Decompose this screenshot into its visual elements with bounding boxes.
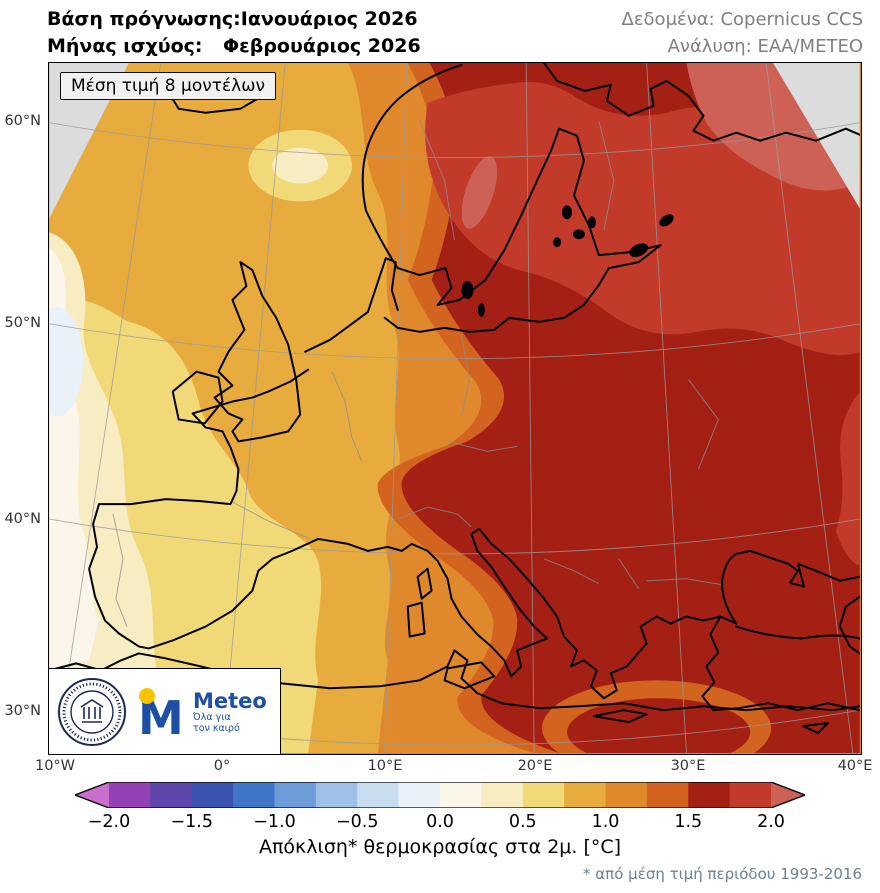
coastlines bbox=[49, 63, 860, 735]
colorbar-segment bbox=[440, 782, 482, 808]
forecast-base-line: Βάση πρόγνωσης:Ιανουάριος 2026 bbox=[47, 6, 421, 33]
colorbar-over-arrow bbox=[771, 782, 805, 808]
logo-box: M Meteo Όλα για τον καιρό bbox=[49, 668, 281, 754]
anomaly-region bbox=[272, 147, 329, 184]
black-sea-north-coast bbox=[721, 549, 860, 625]
turkey-coast bbox=[701, 615, 860, 712]
lon-tick-label: 10°W bbox=[34, 758, 76, 774]
meteo-logo-text: Meteo Όλα για τον καιρό bbox=[193, 690, 267, 734]
lakes bbox=[461, 205, 674, 317]
colorbar-caption: Απόκλιση* θερμοκρασίας στα 2μ. [°C] bbox=[258, 836, 622, 858]
forecast-base-value: Ιανουάριος 2026 bbox=[240, 8, 418, 30]
colorbar-tick-label: 1.0 bbox=[591, 812, 620, 832]
colorbar-bar: −2.0 −1.5 −1.0 −0.5 0.0 0.5 1.0 1.5 2.0 bbox=[75, 782, 805, 842]
colorbar-segment bbox=[315, 782, 358, 808]
colorbar-segment bbox=[564, 782, 607, 808]
header-right: Δεδομένα: Copernicus CCS Ανάλυση: ΕΑΑ/ΜΕ… bbox=[622, 6, 864, 60]
arctic-coast bbox=[543, 63, 860, 142]
north-sea-coast bbox=[304, 310, 369, 353]
anomaly-region bbox=[49, 306, 84, 417]
colorbar-segment bbox=[605, 782, 648, 808]
jutland-coast bbox=[366, 257, 399, 313]
colorbar-tick-label: −2.0 bbox=[87, 812, 131, 832]
analysis-label: Ανάλυση: ΕΑΑ/ΜΕΤΕΟ bbox=[667, 36, 863, 57]
colorbar-tick-label: 0.0 bbox=[426, 812, 454, 832]
meteo-tagline-1: Όλα για bbox=[193, 711, 231, 723]
header-left: Βάση πρόγνωσης:Ιανουάριος 2026 Μήνας ισχ… bbox=[47, 6, 421, 60]
colorbar: −2.0 −1.5 −1.0 −0.5 0.0 0.5 1.0 1.5 2.0 bbox=[0, 782, 880, 842]
caspian-coast bbox=[838, 595, 860, 655]
colorbar-segment bbox=[357, 782, 400, 808]
lon-tick-label: 30°E bbox=[670, 758, 706, 774]
lon-tick-label: 10°E bbox=[367, 758, 403, 774]
ensemble-annotation: Μέση τιμή 8 μοντέλων bbox=[60, 72, 276, 100]
colorbar-segment bbox=[688, 782, 731, 808]
colorbar-segment bbox=[274, 782, 317, 808]
colorbar-tick-label: 2.0 bbox=[757, 812, 785, 832]
lon-tick-label: 0° bbox=[213, 758, 231, 774]
colorbar-segment bbox=[522, 782, 565, 808]
colorbar-segment bbox=[233, 782, 276, 808]
colorbar-segment bbox=[646, 782, 689, 808]
colorbar-segment bbox=[191, 782, 234, 808]
norway-west-coast bbox=[361, 63, 463, 270]
valid-month-value: Φεβρουάριος 2026 bbox=[223, 35, 421, 57]
forecast-base-label: Βάση πρόγνωσης: bbox=[47, 8, 241, 30]
seal-building-glyph bbox=[80, 698, 104, 723]
lat-tick-label: 30°N bbox=[4, 703, 41, 719]
lon-tick-label: 20°E bbox=[517, 758, 553, 774]
meteo-name: Meteo bbox=[193, 688, 267, 713]
baseline-footnote: * από μέση τιμή περιόδου 1993-2016 bbox=[583, 865, 862, 883]
meteo-logo-icon: M bbox=[138, 687, 184, 742]
colorbar-tick-label: −1.0 bbox=[253, 812, 296, 832]
ireland-coast bbox=[171, 370, 224, 425]
anomaly-map-svg bbox=[49, 63, 860, 753]
colorbar-tick-label: −1.5 bbox=[170, 812, 214, 832]
britain-coast bbox=[213, 261, 302, 443]
longitude-axis: 10°W 0° 10°E 20°E 30°E 40°E bbox=[35, 758, 872, 778]
colorbar-segment bbox=[150, 782, 193, 808]
country-borders bbox=[112, 120, 723, 627]
colorbar-svg bbox=[75, 782, 805, 808]
valid-month-label: Μήνας ισχύος: bbox=[47, 35, 203, 57]
colorbar-segment bbox=[109, 782, 151, 808]
colorbar-tick-label: 0.5 bbox=[508, 812, 537, 832]
colorbar-segment bbox=[481, 782, 524, 808]
colorbar-tick-label: 1.5 bbox=[674, 812, 703, 832]
anomaly-region bbox=[461, 156, 498, 229]
north-africa-coast bbox=[49, 649, 860, 712]
lon-tick-label: 40°E bbox=[837, 758, 873, 774]
meteo-tagline-2: τον καιρό bbox=[193, 722, 240, 734]
data-source-label: Δεδομένα: Copernicus CCS bbox=[621, 9, 864, 30]
colorbar-under-arrow bbox=[75, 782, 109, 808]
noa-seal bbox=[58, 677, 126, 746]
lat-tick-label: 50°N bbox=[4, 315, 41, 331]
colorbar-segment bbox=[398, 782, 441, 808]
west-europe-coast bbox=[88, 368, 738, 700]
lat-tick-label: 60°N bbox=[4, 113, 41, 129]
valid-month-line: Μήνας ισχύος: Φεβρουάριος 2026 bbox=[47, 33, 421, 60]
colorbar-tick-label: −0.5 bbox=[336, 812, 379, 832]
lat-tick-label: 40°N bbox=[4, 511, 41, 527]
projection-mask-topleft bbox=[49, 63, 129, 219]
graticule bbox=[49, 63, 860, 753]
colorbar-segment bbox=[729, 782, 772, 808]
anomaly-map: Μέση τιμή 8 μοντέλων M bbox=[48, 62, 862, 755]
mediterranean-islands bbox=[406, 567, 829, 735]
latitude-axis: 60°N 50°N 40°N 30°N bbox=[0, 62, 44, 755]
